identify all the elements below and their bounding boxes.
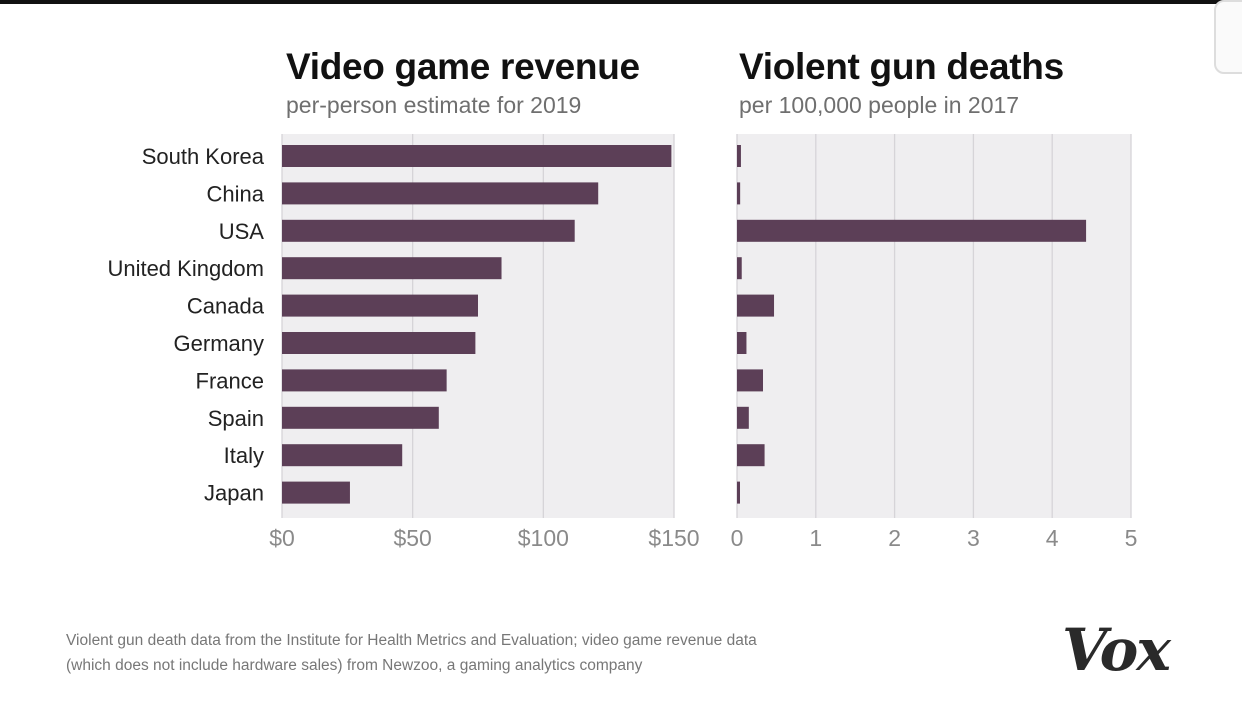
- gun-deaths-plot-area: [737, 134, 1131, 518]
- right-chart-subtitle: per 100,000 people in 2017: [739, 92, 1020, 118]
- revenue-tick-label: $150: [648, 525, 699, 551]
- gun-deaths-bar: [737, 294, 775, 317]
- category-label: South Korea: [142, 144, 265, 169]
- revenue-bar: [282, 481, 350, 504]
- left-chart-title: Video game revenue: [286, 46, 640, 87]
- left-chart-subtitle: per-person estimate for 2019: [286, 92, 582, 118]
- revenue-bar: [282, 444, 403, 467]
- gun-deaths-bar: [737, 257, 742, 280]
- source-line-1: Violent gun death data from the Institut…: [66, 632, 757, 649]
- gun-deaths-tick-label: 4: [1046, 525, 1059, 551]
- top-border: [0, 0, 1242, 4]
- category-label: United Kingdom: [107, 256, 264, 281]
- source-note: Violent gun death data from the Institut…: [66, 628, 1026, 678]
- gun-deaths-bar: [737, 145, 741, 167]
- revenue-tick-label: $0: [269, 525, 295, 551]
- category-label: China: [207, 181, 265, 206]
- revenue-bar: [282, 369, 447, 392]
- revenue-bar: [282, 332, 476, 354]
- bar-charts: $0 $50 $100 $150 South Korea China USA United K…: [107, 134, 1138, 551]
- window-corner: [1214, 0, 1242, 74]
- revenue-bar: [282, 219, 575, 242]
- category-label: Spain: [208, 406, 264, 431]
- gun-deaths-tick-label: 3: [967, 525, 980, 551]
- gun-deaths-tick-label: 0: [731, 525, 744, 551]
- gun-deaths-tick-label: 5: [1125, 525, 1138, 551]
- gun-deaths-tick-label: 2: [888, 525, 901, 551]
- gun-deaths-bar: [737, 182, 741, 205]
- vox-logo: Vox: [1062, 616, 1171, 684]
- revenue-bar: [282, 182, 599, 205]
- source-line-2: (which does not include hardware sales) …: [66, 657, 643, 674]
- revenue-tick-label: $50: [393, 525, 431, 551]
- revenue-bar: [282, 294, 478, 317]
- category-label: Italy: [224, 443, 264, 468]
- category-label: France: [196, 368, 264, 393]
- category-label: Canada: [187, 294, 265, 319]
- revenue-bar: [282, 145, 672, 167]
- gun-deaths-bar: [737, 406, 749, 429]
- gun-deaths-bar: [737, 444, 765, 467]
- gun-deaths-bar: [737, 219, 1087, 242]
- category-label: Germany: [174, 331, 264, 356]
- right-chart-title: Violent gun deaths: [739, 46, 1064, 87]
- gun-deaths-bar: [737, 332, 747, 354]
- revenue-bar: [282, 406, 439, 429]
- revenue-tick-label: $100: [518, 525, 569, 551]
- gun-deaths-tick-label: 1: [809, 525, 822, 551]
- category-label: Japan: [204, 481, 264, 506]
- gun-deaths-bar: [737, 481, 740, 504]
- revenue-bar: [282, 257, 502, 280]
- category-label: USA: [219, 219, 265, 244]
- gun-deaths-bar: [737, 369, 764, 392]
